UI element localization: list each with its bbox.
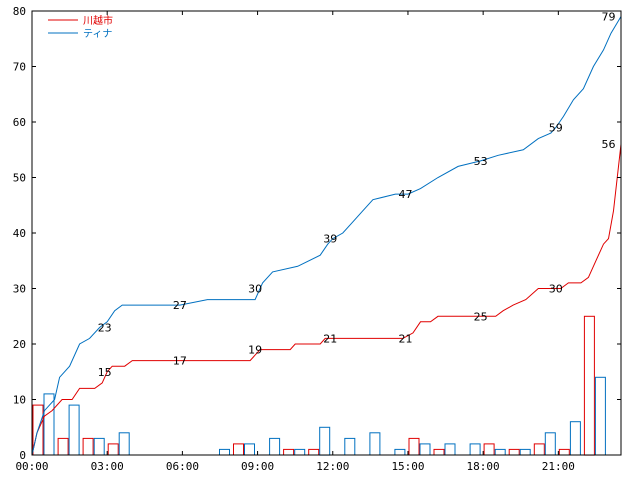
data-label-series-1-1: 27 xyxy=(173,299,187,312)
legend-label-1: ティナ xyxy=(83,28,112,40)
data-label-series-0-6: 30 xyxy=(549,283,563,296)
hourly-bars-layer xyxy=(32,315,606,456)
cumulative-line-series-1 xyxy=(31,16,622,456)
data-label-series-1-5: 53 xyxy=(474,155,488,168)
data-label-series-1-6: 59 xyxy=(549,122,563,135)
hourly-bar-0-h22 xyxy=(583,315,595,456)
hourly-bar-0-h20 xyxy=(533,443,545,456)
legend-label-0: 川越市 xyxy=(83,14,113,27)
hourly-bar-1-h13 xyxy=(369,432,381,456)
x-tick-label-2: 06:00 xyxy=(166,460,199,473)
hourly-bar-1-h2 xyxy=(93,437,105,456)
x-tick-label-5: 15:00 xyxy=(391,460,424,473)
hourly-bar-0-h3 xyxy=(107,443,119,456)
hourly-bar-1-h18 xyxy=(494,448,506,456)
y-tick-label-5: 50 xyxy=(13,172,26,185)
hourly-bar-1-h22 xyxy=(594,376,606,456)
hourly-bar-1-h9 xyxy=(269,437,281,456)
y-tick-label-6: 60 xyxy=(13,116,26,129)
hourly-bar-0-h11 xyxy=(308,448,320,456)
hourly-bar-1-h20 xyxy=(544,432,556,456)
y-tick-label-0: 0 xyxy=(19,449,26,462)
data-label-series-0-1: 17 xyxy=(173,355,187,368)
y-tick-label-1: 10 xyxy=(13,394,26,407)
hourly-bar-1-h11 xyxy=(319,426,331,456)
data-label-series-0-3: 21 xyxy=(323,332,337,345)
x-tick-label-4: 12:00 xyxy=(316,460,349,473)
hourly-bar-1-h19 xyxy=(519,448,531,456)
hourly-bar-1-h8 xyxy=(244,443,255,456)
x-tick-label-7: 21:00 xyxy=(542,460,575,473)
hourly-bar-1-h3 xyxy=(118,432,130,456)
data-label-series-1-0: 23 xyxy=(98,321,112,334)
hourly-bar-1-h10 xyxy=(294,448,306,456)
hourly-bar-0-h19 xyxy=(508,448,520,456)
hourly-bar-0-h15 xyxy=(408,437,420,456)
y-tick-label-3: 30 xyxy=(13,283,26,296)
data-label-series-0-5: 25 xyxy=(474,310,488,323)
y-tick-label-4: 40 xyxy=(13,227,26,240)
hourly-bar-1-h14 xyxy=(394,448,406,456)
data-label-series-1-2: 30 xyxy=(248,283,262,296)
hourly-bar-0-h1 xyxy=(57,437,69,456)
y-tick-label-2: 20 xyxy=(13,338,26,351)
hourly-bar-1-h21 xyxy=(569,421,581,456)
hourly-bar-1-h1 xyxy=(68,404,80,456)
hourly-bar-0-h8 xyxy=(233,443,244,456)
hourly-bar-1-h16 xyxy=(444,443,456,456)
data-labels-layer: 15 17 19 21 21 25 30 56 23 27 30 39 47 53 59 79 xyxy=(98,11,616,379)
hourly-bar-0-h2 xyxy=(82,437,94,456)
axes-layer: 0 10 20 30 40 50 60 70 80 00:00 03:00 06:00 09:00 12:… xyxy=(13,5,622,473)
x-tick-label-3: 09:00 xyxy=(241,460,274,473)
cumulative-line-series-0 xyxy=(31,144,622,456)
data-label-series-0-2: 19 xyxy=(248,344,262,357)
hourly-bar-1-h15 xyxy=(419,443,431,456)
x-tick-label-1: 03:00 xyxy=(91,460,124,473)
y-tick-label-8: 80 xyxy=(13,5,26,18)
data-label-series-0-0: 15 xyxy=(98,366,112,379)
hourly-bar-0-h16 xyxy=(433,448,445,456)
hourly-bar-0-h10 xyxy=(283,448,295,456)
data-label-series-0-7: 56 xyxy=(602,138,616,151)
x-tick-label-6: 18:00 xyxy=(467,460,500,473)
hourly-bar-1-h0 xyxy=(43,393,55,456)
hourly-bar-1-h7 xyxy=(219,448,230,456)
y-tick-label-7: 70 xyxy=(13,61,26,74)
cumulative-lines-layer xyxy=(31,16,622,456)
hourly-bar-0-h18 xyxy=(483,443,495,456)
data-label-series-1-7: 79 xyxy=(602,11,616,24)
hourly-bar-1-h17 xyxy=(469,443,481,456)
hourly-bar-1-h12 xyxy=(344,437,356,456)
data-label-series-1-4: 47 xyxy=(399,188,413,201)
hourly-bar-0-h21 xyxy=(558,448,570,456)
x-tick-label-0: 00:00 xyxy=(15,460,48,473)
data-label-series-1-3: 39 xyxy=(323,233,337,246)
data-label-series-0-4: 21 xyxy=(399,332,413,345)
